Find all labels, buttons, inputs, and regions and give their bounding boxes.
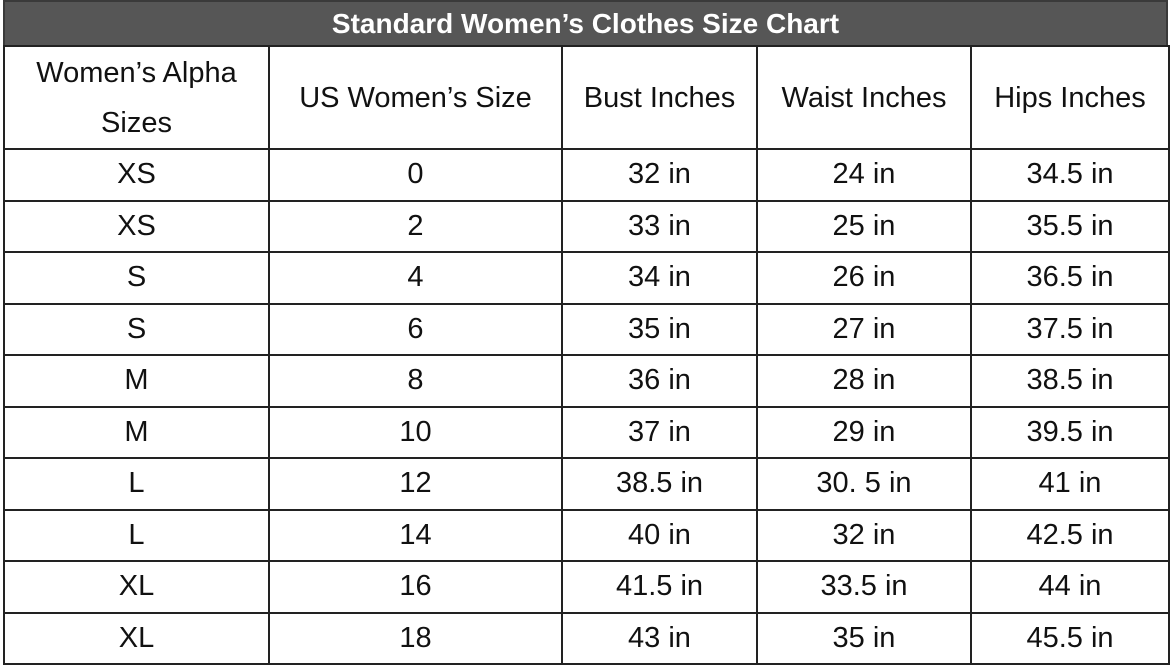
- table-cell: 25 in: [756, 199, 972, 253]
- column-header: Waist Inches: [756, 45, 972, 150]
- table-cell: 34.5 in: [970, 148, 1170, 202]
- table-cell: 35 in: [756, 611, 972, 665]
- table-cell: 41 in: [970, 457, 1170, 511]
- table-cell: 37 in: [561, 405, 758, 459]
- table-row: M 8 36 in 28 in 38.5 in: [3, 354, 1170, 408]
- table-cell: 10: [268, 405, 563, 459]
- table-cell: 38.5 in: [561, 457, 758, 511]
- column-header: US Women’s Size: [268, 45, 563, 150]
- size-table: Women’s Alpha Sizes US Women’s Size Bust I…: [3, 45, 1170, 665]
- table-cell: 34 in: [561, 251, 758, 305]
- table-cell: 36 in: [561, 354, 758, 408]
- table-cell: XL: [3, 560, 270, 614]
- table-row: XS 0 32 in 24 in 34.5 in: [3, 148, 1170, 202]
- table-cell: 33.5 in: [756, 560, 972, 614]
- table-cell: 29 in: [756, 405, 972, 459]
- table-row: M 10 37 in 29 in 39.5 in: [3, 405, 1170, 459]
- table-cell: 43 in: [561, 611, 758, 665]
- table-cell: 41.5 in: [561, 560, 758, 614]
- table-cell: M: [3, 405, 270, 459]
- table-cell: 33 in: [561, 199, 758, 253]
- column-header: Hips Inches: [970, 45, 1170, 150]
- table-cell: 28 in: [756, 354, 972, 408]
- chart-title: Standard Women’s Clothes Size Chart: [3, 0, 1168, 45]
- table-cell: 44 in: [970, 560, 1170, 614]
- table-cell: 37.5 in: [970, 302, 1170, 356]
- table-cell: 42.5 in: [970, 508, 1170, 562]
- table-cell: 12: [268, 457, 563, 511]
- table-cell: 14: [268, 508, 563, 562]
- table-cell: 24 in: [756, 148, 972, 202]
- table-cell: L: [3, 457, 270, 511]
- table-cell: S: [3, 251, 270, 305]
- table-cell: S: [3, 302, 270, 356]
- table-cell: XL: [3, 611, 270, 665]
- table-row: S 4 34 in 26 in 36.5 in: [3, 251, 1170, 305]
- table-row: L 12 38.5 in 30. 5 in 41 in: [3, 457, 1170, 511]
- table-cell: 35 in: [561, 302, 758, 356]
- table-cell: 8: [268, 354, 563, 408]
- table-cell: 0: [268, 148, 563, 202]
- table-cell: 27 in: [756, 302, 972, 356]
- table-cell: 26 in: [756, 251, 972, 305]
- table-cell: 40 in: [561, 508, 758, 562]
- table-cell: 32 in: [756, 508, 972, 562]
- column-header: Bust Inches: [561, 45, 758, 150]
- table-row: L 14 40 in 32 in 42.5 in: [3, 508, 1170, 562]
- table-cell: M: [3, 354, 270, 408]
- header-row: Women’s Alpha Sizes US Women’s Size Bust I…: [3, 45, 1170, 150]
- table-cell: XS: [3, 148, 270, 202]
- column-header: Women’s Alpha Sizes: [3, 45, 270, 150]
- table-cell: 6: [268, 302, 563, 356]
- table-row: XL 18 43 in 35 in 45.5 in: [3, 611, 1170, 665]
- table-cell: 38.5 in: [970, 354, 1170, 408]
- table-cell: 35.5 in: [970, 199, 1170, 253]
- table-row: S 6 35 in 27 in 37.5 in: [3, 302, 1170, 356]
- table-cell: XS: [3, 199, 270, 253]
- table-cell: 36.5 in: [970, 251, 1170, 305]
- table-cell: 4: [268, 251, 563, 305]
- table-cell: 16: [268, 560, 563, 614]
- table-cell: 45.5 in: [970, 611, 1170, 665]
- table-cell: 32 in: [561, 148, 758, 202]
- table-row: XL 16 41.5 in 33.5 in 44 in: [3, 560, 1170, 614]
- table-cell: L: [3, 508, 270, 562]
- size-chart: Standard Women’s Clothes Size Chart Wome…: [3, 0, 1170, 665]
- table-cell: 30. 5 in: [756, 457, 972, 511]
- table-cell: 18: [268, 611, 563, 665]
- table-cell: 39.5 in: [970, 405, 1170, 459]
- table-row: XS 2 33 in 25 in 35.5 in: [3, 199, 1170, 253]
- table-cell: 2: [268, 199, 563, 253]
